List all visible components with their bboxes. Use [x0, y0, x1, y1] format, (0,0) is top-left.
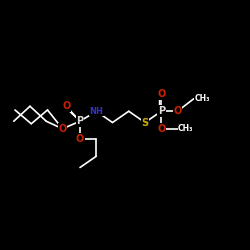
- Text: O: O: [157, 124, 166, 134]
- Text: NH: NH: [89, 107, 103, 116]
- Text: CH₃: CH₃: [178, 124, 194, 133]
- Text: P: P: [76, 116, 84, 126]
- Text: S: S: [142, 118, 148, 128]
- Text: O: O: [174, 106, 182, 116]
- Text: O: O: [58, 124, 66, 134]
- Text: P: P: [158, 106, 165, 116]
- Text: O: O: [62, 101, 70, 111]
- Text: CH₃: CH₃: [194, 94, 210, 103]
- Text: O: O: [157, 89, 166, 99]
- Text: O: O: [76, 134, 84, 144]
